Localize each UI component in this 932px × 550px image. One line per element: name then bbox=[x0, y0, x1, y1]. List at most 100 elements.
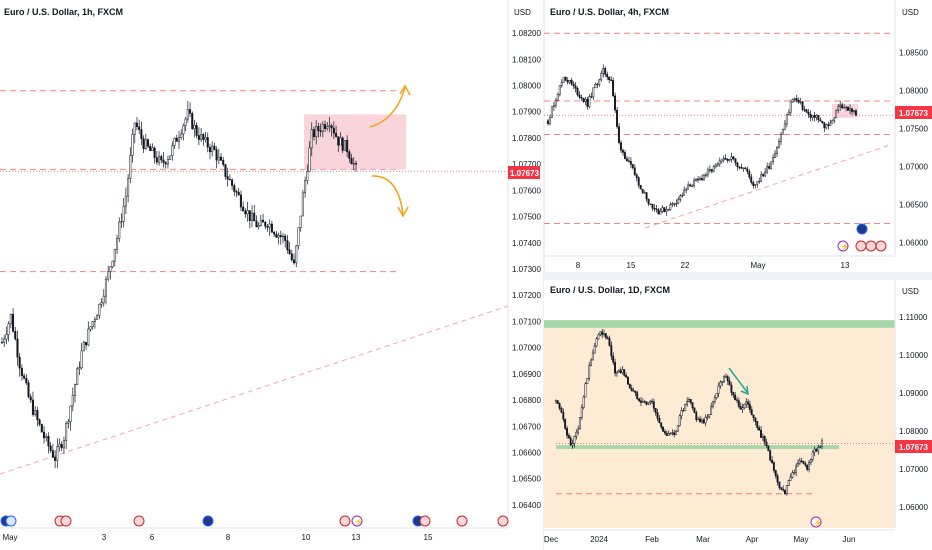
candle-body bbox=[734, 394, 737, 400]
candle-body bbox=[805, 109, 808, 113]
candle-body bbox=[25, 378, 28, 384]
svg-text:⚡: ⚡ bbox=[814, 518, 823, 527]
us-flag-icon[interactable] bbox=[865, 240, 877, 252]
us-flag-icon[interactable] bbox=[60, 515, 72, 527]
candle-body bbox=[602, 68, 605, 74]
candle-body bbox=[20, 367, 23, 376]
candle-body bbox=[250, 212, 254, 221]
us-flag-icon[interactable] bbox=[497, 515, 509, 527]
candle-body bbox=[594, 83, 597, 89]
us-flag-icon[interactable] bbox=[339, 515, 351, 527]
x-tick-label: Dec bbox=[544, 535, 558, 544]
candle-body bbox=[262, 219, 265, 223]
candle-body bbox=[647, 198, 650, 205]
candle-body bbox=[693, 180, 695, 187]
lightning-event-icon[interactable] bbox=[837, 240, 849, 252]
us-flag-icon[interactable] bbox=[855, 240, 867, 252]
y-tick-label: 1.06700 bbox=[512, 422, 541, 431]
us-flag-icon[interactable] bbox=[456, 515, 468, 527]
candle-body bbox=[635, 174, 638, 178]
candle-body bbox=[89, 326, 92, 330]
y-tick-label: 1.07000 bbox=[512, 344, 541, 353]
candle-body bbox=[627, 160, 630, 162]
candle-body bbox=[93, 319, 96, 322]
candle-body bbox=[695, 178, 697, 181]
candle-body bbox=[797, 99, 800, 103]
candle-body bbox=[36, 410, 39, 420]
candle-body bbox=[580, 97, 583, 99]
candle-body bbox=[610, 345, 613, 357]
candle-body bbox=[598, 79, 601, 85]
candle-body bbox=[780, 487, 783, 490]
candle-body bbox=[625, 375, 628, 378]
candle-body bbox=[643, 192, 646, 194]
candle-body bbox=[202, 134, 205, 140]
candle-body bbox=[550, 106, 553, 119]
arrowhead-up-icon bbox=[399, 84, 411, 96]
candle-body bbox=[124, 195, 127, 207]
candle-body bbox=[761, 436, 764, 438]
candle-body bbox=[645, 192, 648, 200]
candle-body bbox=[746, 168, 749, 172]
candle-body bbox=[9, 313, 12, 325]
candle-body bbox=[807, 111, 810, 115]
candle-body bbox=[14, 331, 17, 340]
candle-body bbox=[691, 402, 694, 409]
y-tick-label: 1.07500 bbox=[899, 124, 928, 133]
eu-flag-icon[interactable] bbox=[5, 515, 17, 527]
candle-body bbox=[270, 223, 273, 233]
eu-flag-icon[interactable] bbox=[202, 515, 214, 527]
candle-body bbox=[222, 160, 225, 165]
candle-body bbox=[809, 459, 812, 463]
candle-body bbox=[337, 136, 340, 146]
candle-body bbox=[211, 145, 214, 153]
lightning-event-icon[interactable] bbox=[810, 516, 822, 528]
lightning-event-icon[interactable] bbox=[351, 515, 363, 527]
us-flag-icon[interactable] bbox=[419, 515, 431, 527]
eu-flag-icon[interactable] bbox=[856, 223, 868, 235]
candle-body bbox=[821, 120, 824, 124]
us-flag-icon[interactable] bbox=[133, 515, 145, 527]
chart-panel-1h[interactable]: USD 1.082001.081001.080001.079001.078001… bbox=[0, 0, 541, 550]
candle-body bbox=[606, 337, 609, 339]
candle-body bbox=[588, 365, 591, 379]
candle-body bbox=[772, 157, 774, 162]
candle-body bbox=[686, 401, 689, 405]
svg-text:⚡: ⚡ bbox=[841, 242, 850, 251]
candle-body bbox=[653, 207, 656, 210]
candle-body bbox=[56, 446, 59, 461]
candle-body bbox=[654, 408, 657, 413]
candle-body bbox=[268, 223, 271, 228]
candle-body bbox=[759, 429, 762, 438]
candle-body bbox=[323, 124, 327, 129]
chart-panel-1d[interactable]: USD 1.110001.100001.090001.080001.070001… bbox=[544, 280, 932, 550]
candle-body bbox=[71, 395, 74, 407]
candle-body bbox=[49, 445, 52, 451]
candle-body bbox=[614, 362, 616, 374]
candle-body bbox=[732, 156, 735, 160]
us-flag-icon[interactable] bbox=[875, 240, 887, 252]
candle-body bbox=[784, 489, 786, 494]
currency-label: USD bbox=[514, 8, 531, 17]
chart-title: Euro / U.S. Dollar, 1D, FXCM bbox=[550, 285, 670, 295]
candle-body bbox=[732, 392, 735, 396]
candle-body bbox=[29, 396, 32, 401]
candle-body bbox=[113, 248, 116, 262]
candle-body bbox=[588, 96, 591, 107]
panel-divider bbox=[544, 272, 932, 280]
candle-body bbox=[34, 410, 37, 415]
candle-body bbox=[740, 167, 743, 169]
candle-body bbox=[763, 436, 766, 443]
candle-body bbox=[730, 384, 733, 393]
x-tick-label: 2024 bbox=[590, 535, 608, 544]
economic-event-icons[interactable]: ⚡ bbox=[837, 223, 887, 252]
candle-body bbox=[82, 341, 85, 352]
economic-event-icons[interactable]: ⚡ bbox=[0, 515, 509, 527]
candle-body bbox=[69, 405, 72, 423]
y-tick-label: 1.07900 bbox=[512, 108, 541, 117]
x-tick-label: Feb bbox=[645, 535, 659, 544]
candle-body bbox=[248, 210, 251, 221]
candle-body bbox=[40, 424, 43, 433]
candle-body bbox=[737, 400, 740, 407]
candle-body bbox=[736, 162, 739, 168]
